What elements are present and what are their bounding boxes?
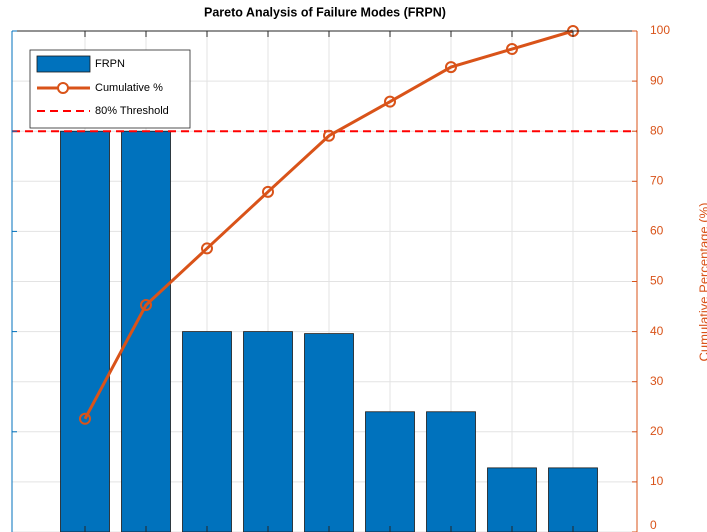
y2-axis-label: Cumulative Percentage (%) bbox=[696, 203, 707, 362]
legend-marker bbox=[57, 82, 69, 94]
bar bbox=[60, 130, 110, 532]
bar bbox=[365, 411, 415, 532]
chart-title: Pareto Analysis of Failure Modes (FRPN) bbox=[204, 5, 446, 19]
bar bbox=[548, 467, 598, 532]
cumulative-marker bbox=[140, 299, 152, 312]
y2-tick-label: 80 bbox=[650, 123, 664, 137]
y2-tick-label: 40 bbox=[650, 324, 664, 338]
legend-label: Cumulative % bbox=[95, 82, 163, 94]
bar bbox=[243, 331, 293, 532]
legend-label: FRPN bbox=[95, 58, 125, 70]
y2-tick-label: 30 bbox=[650, 374, 664, 388]
bar bbox=[182, 331, 232, 532]
y2-tick-label: 20 bbox=[650, 424, 664, 438]
y2-tick-label: 60 bbox=[650, 224, 664, 238]
cumulative-marker bbox=[506, 43, 518, 56]
bar bbox=[426, 411, 476, 532]
y2-tick-label: 100 bbox=[650, 23, 670, 37]
y2-tick-label: 90 bbox=[650, 73, 664, 87]
bar bbox=[121, 130, 171, 532]
cumulative-marker bbox=[445, 61, 457, 74]
y2-tick-label: 0 bbox=[650, 518, 657, 532]
legend-swatch bbox=[36, 55, 91, 73]
legend: FRPN Cumulative % 80% Threshold bbox=[29, 49, 191, 129]
cumulative-marker bbox=[384, 95, 396, 108]
y2-tick-label: 70 bbox=[650, 173, 664, 187]
cumulative-marker bbox=[323, 129, 335, 142]
legend-label: 80% Threshold bbox=[95, 105, 169, 117]
bar bbox=[304, 333, 354, 532]
cumulative-marker bbox=[79, 412, 91, 425]
cumulative-marker bbox=[201, 242, 213, 255]
cumulative-marker bbox=[262, 185, 274, 198]
bar bbox=[487, 467, 537, 532]
y2-tick-label: 10 bbox=[650, 474, 664, 488]
y2-tick-label: 50 bbox=[650, 274, 664, 288]
cumulative-line bbox=[83, 29, 574, 420]
